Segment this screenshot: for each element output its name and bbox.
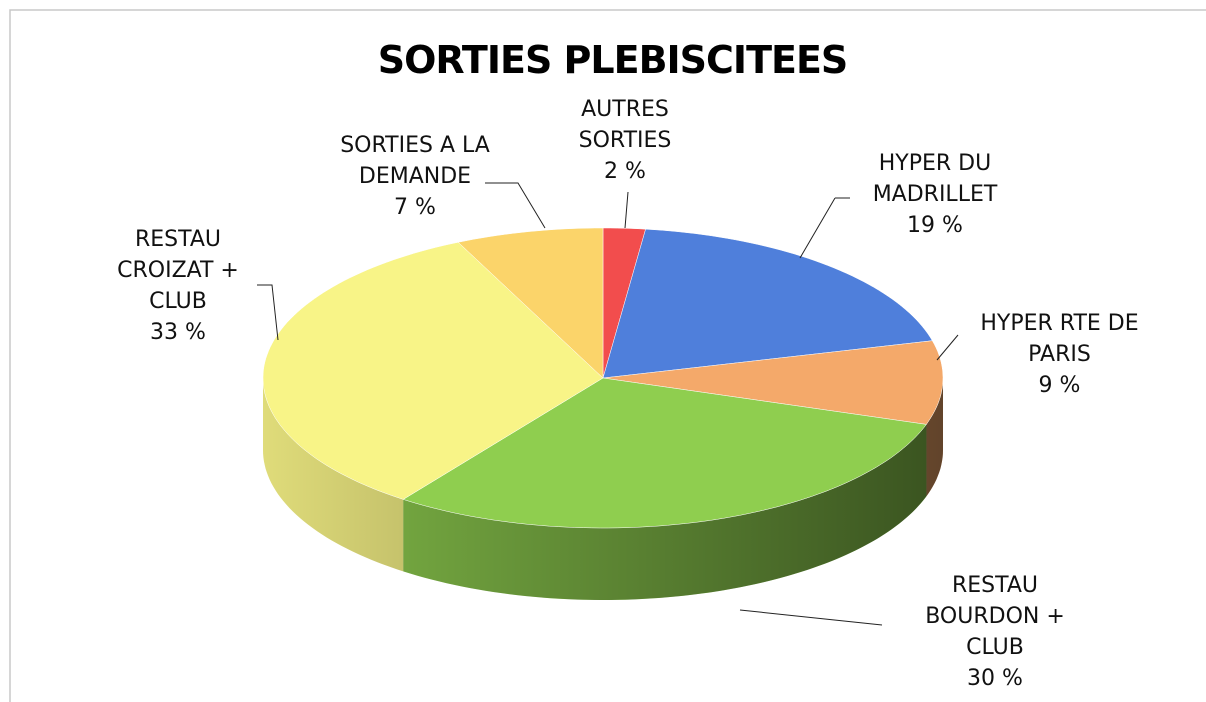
data-label: SORTIES A LA DEMANDE 7 % [315, 130, 515, 223]
slice [602, 228, 933, 379]
category-label: HYPER RTE DE PARIS [980, 311, 1139, 367]
side-shade [263, 378, 943, 600]
chart-border [9, 9, 1206, 702]
leader-line [624, 191, 629, 229]
value-label: 33 % [150, 320, 206, 345]
value-label: 2 % [604, 159, 646, 184]
slice [457, 227, 604, 379]
data-label: HYPER RTE DE PARIS 9 % [962, 308, 1157, 401]
data-label: AUTRES SORTIES 2 % [565, 94, 685, 187]
category-label: HYPER DU MADRILLET [872, 151, 998, 207]
slice [602, 340, 944, 425]
category-label: SORTIES A LA DEMANDE [340, 133, 490, 189]
leader-line [799, 197, 850, 259]
value-label: 7 % [394, 195, 436, 220]
leader-line [739, 609, 883, 626]
leader-line [257, 284, 279, 341]
slice [402, 377, 927, 529]
value-label: 9 % [1038, 373, 1081, 398]
slice [262, 242, 604, 500]
leader-line [485, 182, 546, 229]
data-label: RESTAU CROIZAT + CLUB 33 % [113, 224, 243, 348]
category-label: AUTRES SORTIES [578, 97, 672, 153]
chart-title: SORTIES PLEBISCITEES [377, 38, 849, 82]
value-label: 30 % [967, 666, 1023, 691]
value-label: 19 % [907, 213, 963, 238]
data-label: HYPER DU MADRILLET 19 % [860, 148, 1010, 241]
category-label: RESTAU BOURDON + CLUB [925, 573, 1065, 660]
data-label: RESTAU BOURDON + CLUB 30 % [925, 570, 1065, 694]
category-label: RESTAU CROIZAT + CLUB [117, 227, 239, 314]
leader-line [936, 334, 959, 361]
